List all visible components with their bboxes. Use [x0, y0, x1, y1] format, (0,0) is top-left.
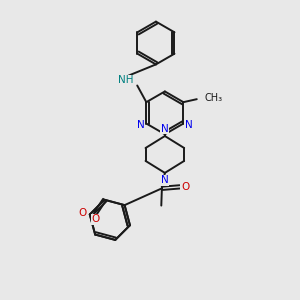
Text: O: O	[181, 182, 189, 192]
Text: N: N	[161, 175, 169, 185]
Text: CH₃: CH₃	[204, 93, 222, 103]
Text: NH: NH	[118, 75, 133, 85]
Text: N: N	[137, 120, 145, 130]
Text: N: N	[161, 124, 169, 134]
Text: N: N	[185, 120, 193, 130]
Text: O: O	[78, 208, 86, 218]
Text: O: O	[92, 214, 100, 224]
